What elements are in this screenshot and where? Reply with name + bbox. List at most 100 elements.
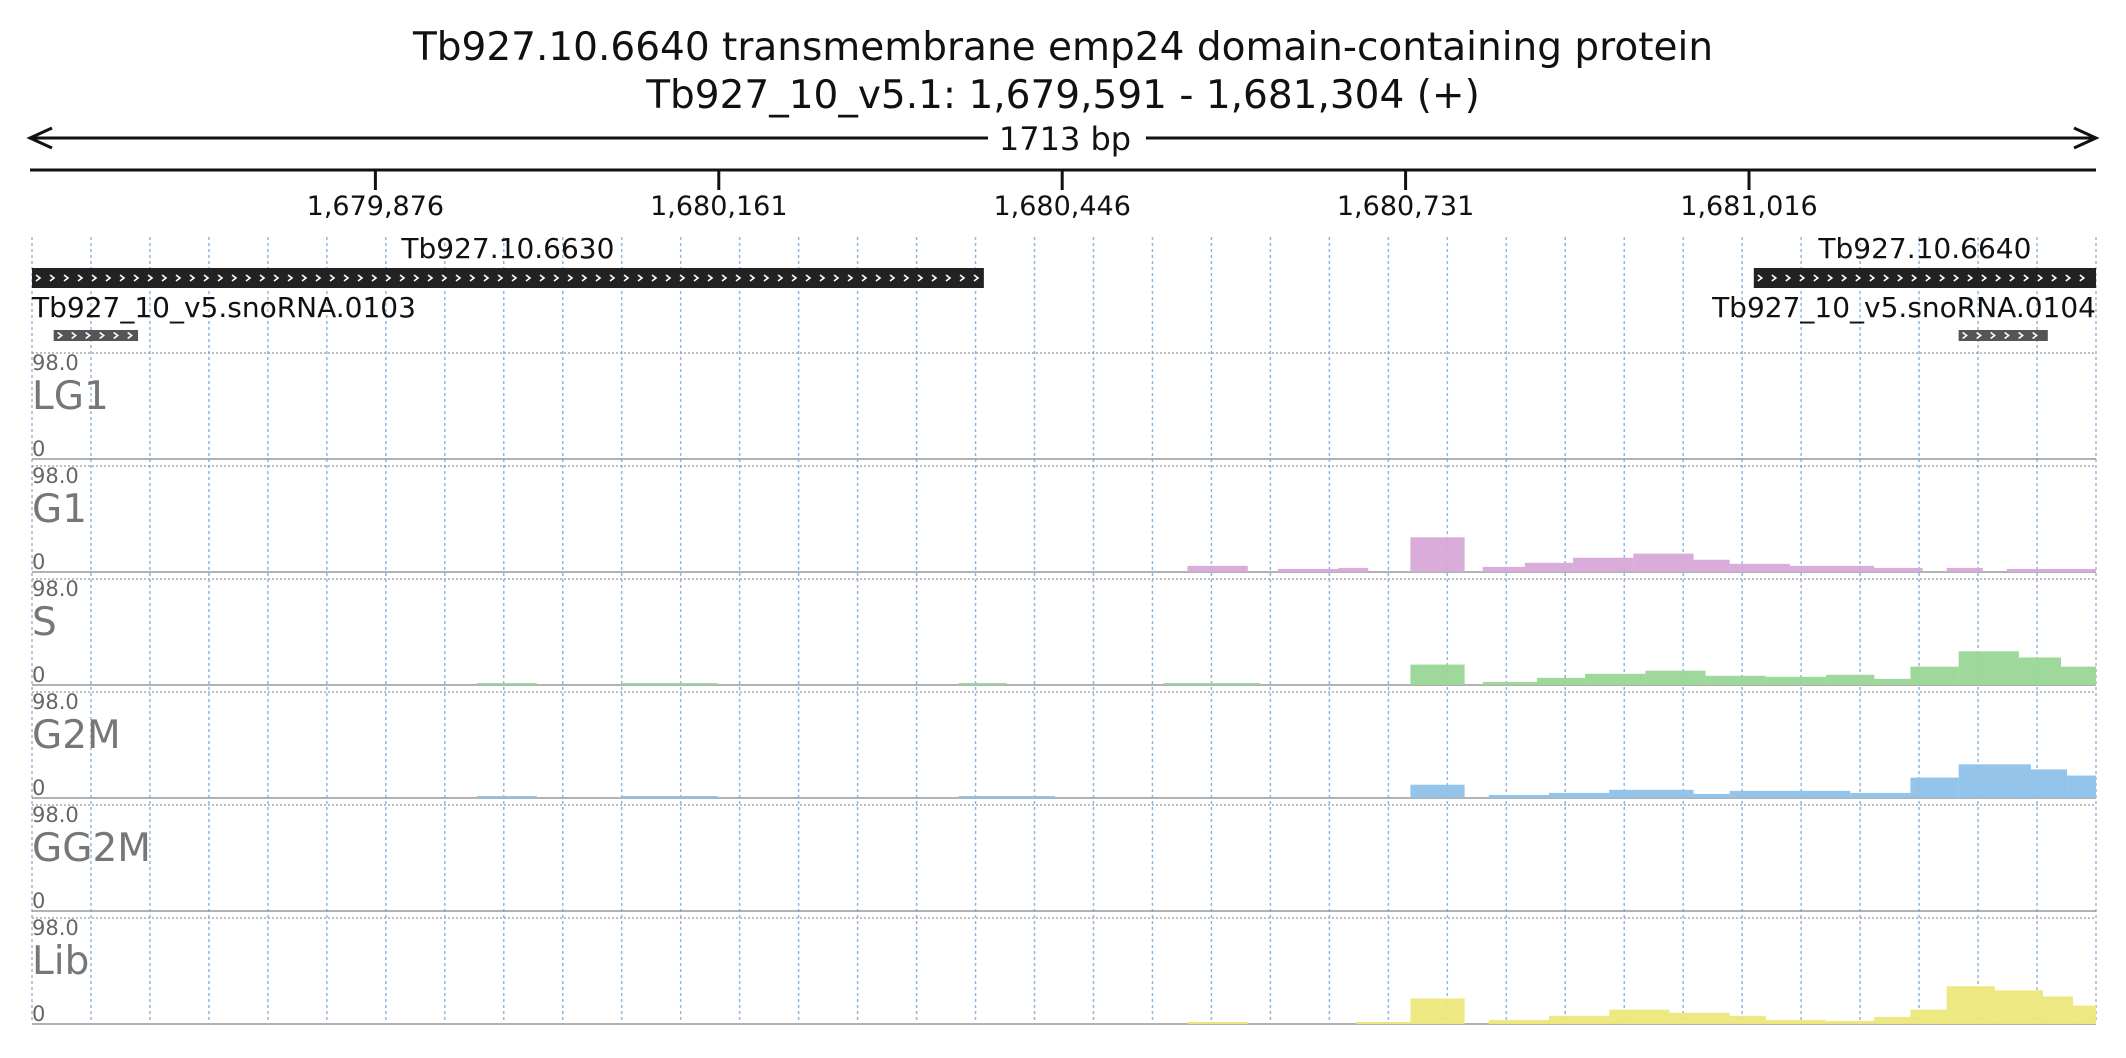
coverage-bar (1410, 664, 1465, 685)
strand-chevron (679, 274, 686, 282)
strand-chevron (85, 331, 92, 340)
strand-chevron (1976, 331, 1982, 340)
position-gridlines (31, 237, 2097, 1022)
strand-chevron (49, 274, 56, 282)
coverage-bar (1488, 794, 1549, 798)
coverage-bar (1410, 784, 1465, 798)
coverage-bar (1850, 792, 1911, 798)
coverage-bar (1729, 1015, 1766, 1024)
strand-chevron (175, 274, 182, 282)
strand-chevron (623, 274, 630, 282)
strand-chevron (441, 274, 448, 282)
coverage-bar (1826, 674, 1875, 685)
strand-chevron (133, 274, 140, 282)
strand-chevron (2009, 274, 2016, 282)
strand-chevron (777, 274, 784, 282)
strand-chevron (301, 274, 308, 282)
track-name: LG1 (32, 374, 109, 419)
coverage-bar (1693, 793, 1730, 798)
strand-chevron (1841, 274, 1848, 282)
coverage-bar (958, 796, 1055, 798)
snorna-label: Tb927_10_v5.snoRNA.0104 (1711, 291, 2096, 324)
track-min-label: 0 (32, 550, 45, 574)
coverage-bar (2061, 666, 2096, 685)
coverage-bar (1910, 666, 1959, 685)
strand-chevron (147, 274, 154, 282)
strand-chevron (819, 274, 826, 282)
coverage-bar (1705, 675, 1766, 685)
coverage-bar (1548, 792, 1610, 798)
coverage-bar (1410, 537, 1465, 572)
track-name: G2M (32, 713, 121, 758)
coverage-bar (1874, 678, 1911, 685)
coverage-bar (1609, 789, 1694, 798)
track-name: GG2M (32, 826, 151, 871)
strand-chevron (1967, 274, 1974, 282)
track-min-label: 0 (32, 1002, 45, 1026)
coverage-bar (1356, 1021, 1411, 1024)
coverage-bar (1946, 567, 1983, 572)
strand-chevron (609, 274, 616, 282)
snorna-feature-bar (53, 330, 139, 341)
ruler-tick-label: 1,680,161 (650, 191, 787, 222)
coverage-bar (2073, 1005, 2096, 1024)
strand-chevron (113, 331, 120, 340)
strand-chevron (287, 274, 294, 282)
region-length-label: 1713 bp (999, 120, 1131, 158)
strand-chevron (231, 274, 238, 282)
strand-chevron (105, 274, 112, 282)
strand-chevron (917, 274, 924, 282)
strand-chevron (2032, 331, 2038, 340)
strand-chevron (665, 274, 672, 282)
strand-chevron (861, 274, 868, 282)
strand-chevron (945, 274, 952, 282)
strand-chevron (455, 274, 462, 282)
strand-chevron (1911, 274, 1918, 282)
coverage-bar (1645, 670, 1706, 685)
strand-chevron (735, 274, 742, 282)
gene-feature-bar (1753, 268, 2096, 288)
strand-chevron (217, 274, 224, 282)
coverage-bar (1789, 565, 1875, 572)
track-name: S (32, 600, 57, 645)
strand-chevron (805, 274, 812, 282)
strand-chevron (1953, 274, 1960, 282)
coverage-bar (2018, 657, 2062, 685)
strand-chevron (2051, 274, 2058, 282)
strand-chevron (57, 331, 64, 340)
track-max-label: 98.0 (32, 803, 79, 827)
strand-chevron (357, 274, 364, 282)
track-max-label: 98.0 (32, 916, 79, 940)
strand-chevron (889, 274, 896, 282)
strand-chevron (1785, 274, 1792, 282)
strand-chevron (875, 274, 882, 282)
strand-chevron (525, 274, 532, 282)
gene-title: Tb927.10.6640 transmembrane emp24 domain… (412, 25, 1713, 70)
gene-label: Tb927.10.6640 (1817, 232, 2031, 265)
strand-chevron (791, 274, 798, 282)
coverage-bar (1910, 777, 1959, 798)
strand-chevron (161, 274, 168, 282)
strand-chevron (343, 274, 350, 282)
strand-chevron (245, 274, 252, 282)
coverage-bar (1277, 568, 1339, 572)
strand-chevron (315, 274, 322, 282)
strand-chevron (1827, 274, 1834, 282)
coverage-bar (1488, 1019, 1549, 1024)
coverage-bar (1163, 683, 1260, 685)
coverage-bar (2030, 769, 2068, 798)
strand-chevron (833, 274, 840, 282)
strand-chevron (2065, 274, 2072, 282)
strand-chevron (1962, 331, 1968, 340)
coverage-bar (1693, 559, 1730, 572)
strand-chevron (693, 274, 700, 282)
gene-features: Tb927.10.6630 Tb927.10.6640 Tb927_10_v5.sn… (31, 232, 2096, 341)
strand-chevron (931, 274, 938, 282)
coverage-bar (1874, 567, 1923, 572)
strand-chevron (1869, 274, 1876, 282)
strand-chevron (1897, 274, 1904, 282)
strand-chevron (63, 274, 70, 282)
length-scale-arrow: 1713 bp (26, 120, 2100, 158)
strand-chevron (119, 274, 126, 282)
